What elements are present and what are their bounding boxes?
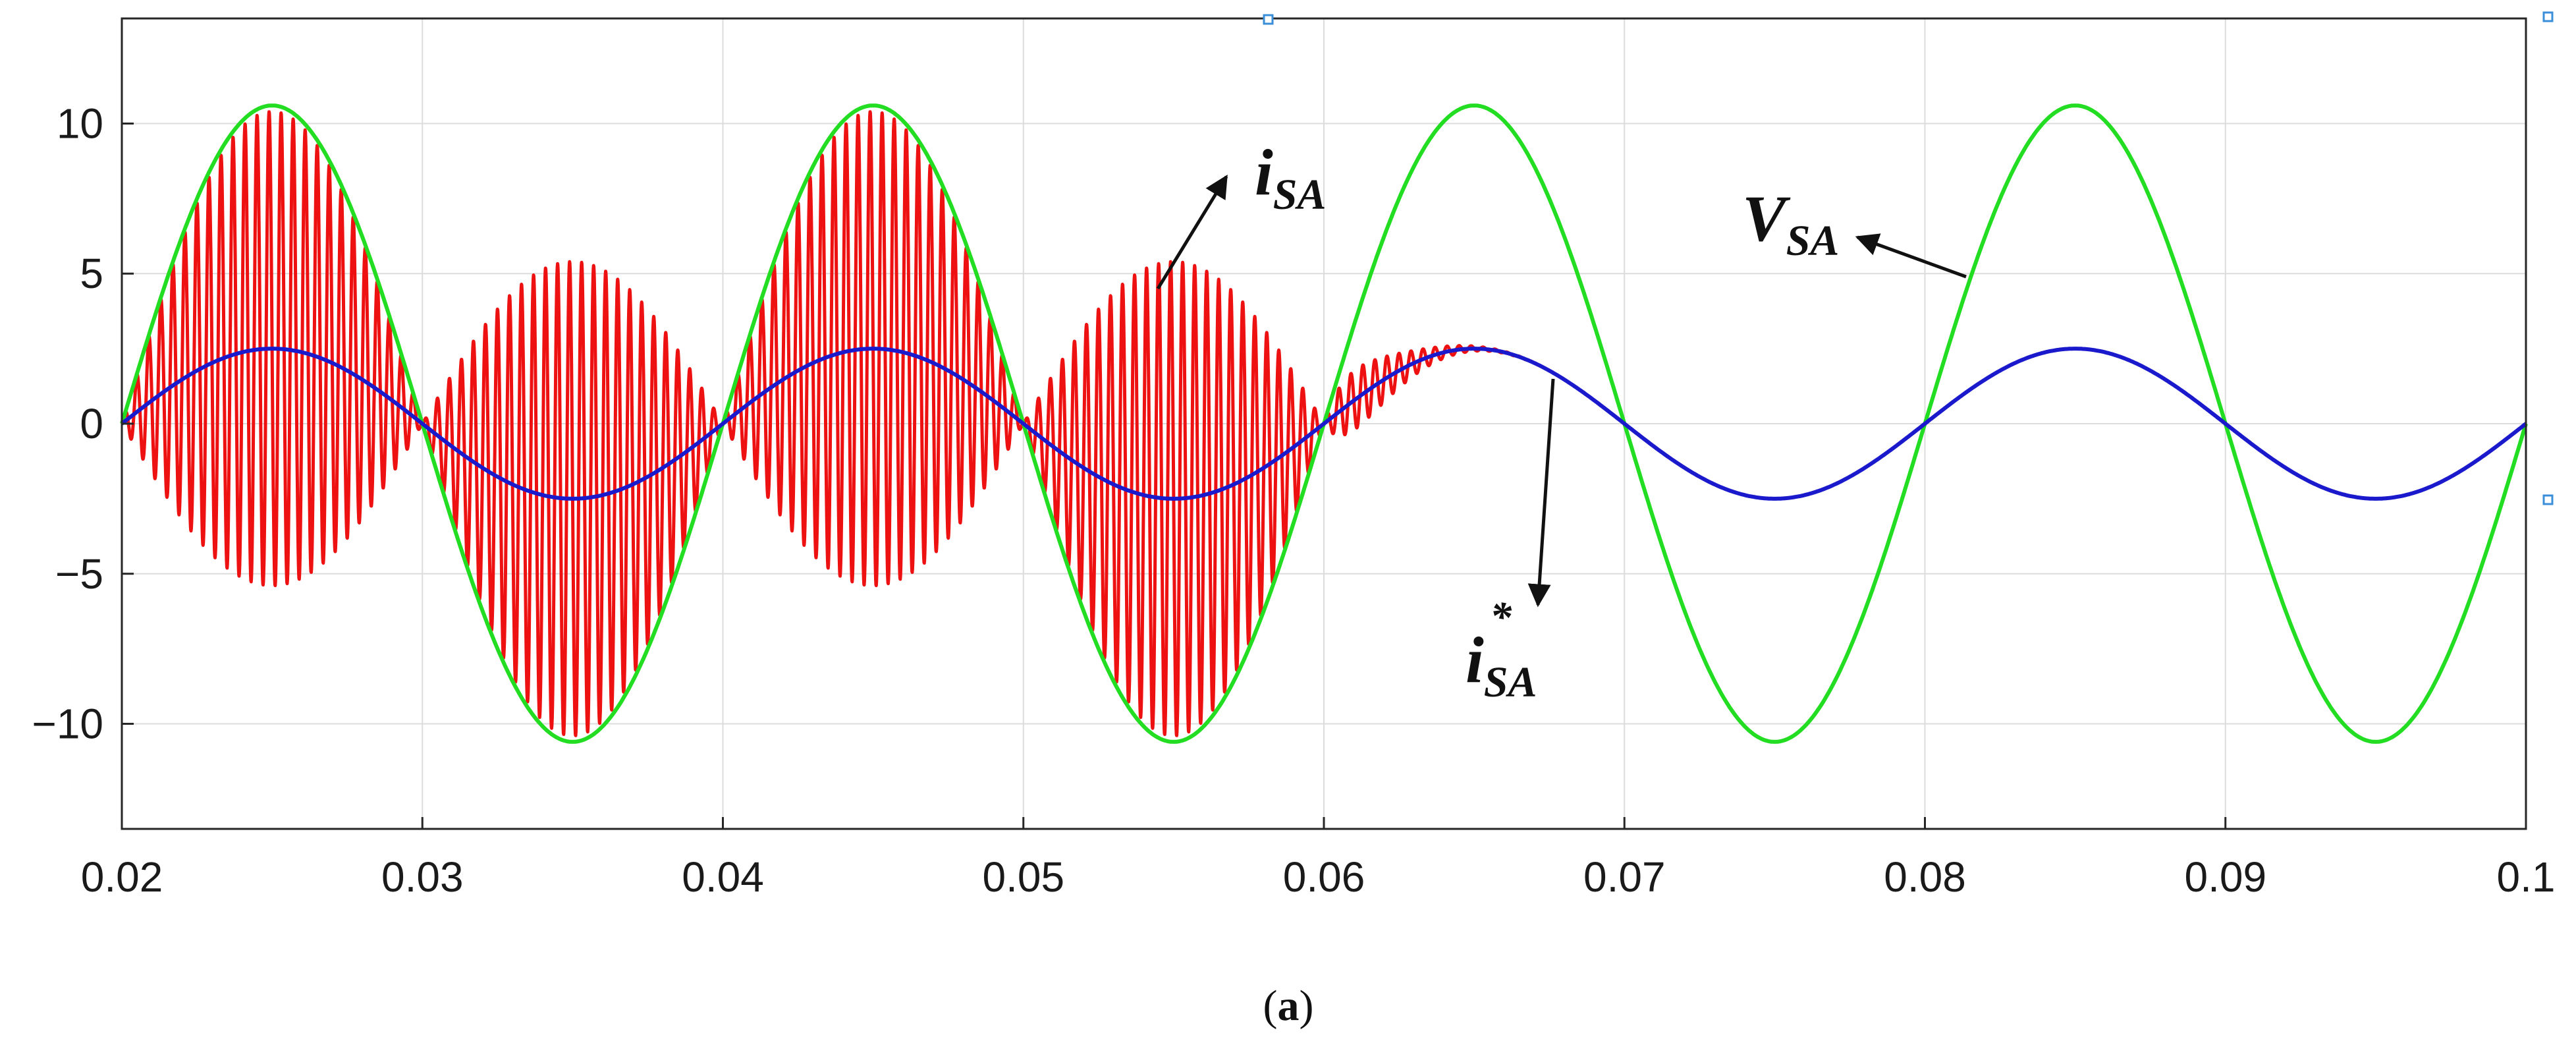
- selection-handle-top-right[interactable]: [2542, 11, 2554, 22]
- plot-area: 0.02 0.03 0.04 0.05 0.06 0.07 0.08 0.09 0.1 −10−…: [32, 17, 2556, 901]
- annotation-i-sa-ref-sup: *: [1490, 593, 1512, 641]
- annotation-i-sa-ref-label: iSA: [1466, 623, 1537, 706]
- x-tick-label: 0.03: [381, 853, 464, 901]
- y-axis-ticks: −10 −5 0 5 10: [32, 99, 134, 748]
- x-tick-label: 0.08: [1884, 853, 1966, 901]
- annotation-i-sa-sub: SA: [1273, 171, 1327, 219]
- annotation-i-sa-ref-arrow: [1527, 378, 1555, 608]
- annotation-i-sa-arrow: [1156, 175, 1228, 290]
- x-tick-label: 0.05: [982, 853, 1064, 901]
- annotation-v-sa-base: V: [1742, 182, 1791, 255]
- figure-caption: (a): [1263, 982, 1314, 1030]
- selection-handle-top[interactable]: [1263, 14, 1274, 25]
- x-axis-ticks: 0.02 0.03 0.04 0.05 0.06 0.07 0.08 0.09 0.1: [81, 817, 2556, 901]
- annotation-v-sa-label: VSA: [1742, 182, 1839, 265]
- annotation-i-sa-ref: iSA *: [1466, 378, 1555, 706]
- annotation-i-sa-ref-base: i: [1466, 623, 1484, 696]
- x-tick-label: 0.02: [81, 853, 163, 901]
- y-tick-label: 10: [57, 99, 103, 147]
- x-tick-label: 0.06: [1283, 853, 1365, 901]
- series-layer: [120, 103, 2528, 744]
- y-tick-label: −10: [32, 700, 103, 748]
- annotation-i-sa-ref-sub: SA: [1484, 658, 1537, 706]
- annotation-v-sa-arrow: [1855, 233, 1967, 279]
- series-line-i-sa-ref: [121, 347, 2527, 501]
- x-tick-label: 0.04: [682, 853, 764, 901]
- y-tick-label: 5: [80, 250, 103, 297]
- annotation-v-sa: VSA: [1742, 182, 1967, 279]
- x-tick-label: 0.1: [2497, 853, 2556, 901]
- annotation-i-sa-base: i: [1255, 136, 1273, 209]
- y-tick-label: 0: [80, 400, 103, 447]
- annotation-v-sa-sub: SA: [1786, 217, 1840, 265]
- selection-handle-right[interactable]: [2542, 494, 2554, 505]
- caption-letter: a: [1278, 982, 1300, 1030]
- annotation-i-sa-label: iSA: [1255, 136, 1327, 219]
- y-tick-label: −5: [55, 550, 103, 598]
- annotation-i-sa: iSA: [1156, 136, 1327, 290]
- x-tick-label: 0.07: [1583, 853, 1666, 901]
- caption-close: ): [1300, 982, 1314, 1030]
- x-tick-label: 0.09: [2184, 853, 2266, 901]
- caption-open: (: [1263, 982, 1278, 1030]
